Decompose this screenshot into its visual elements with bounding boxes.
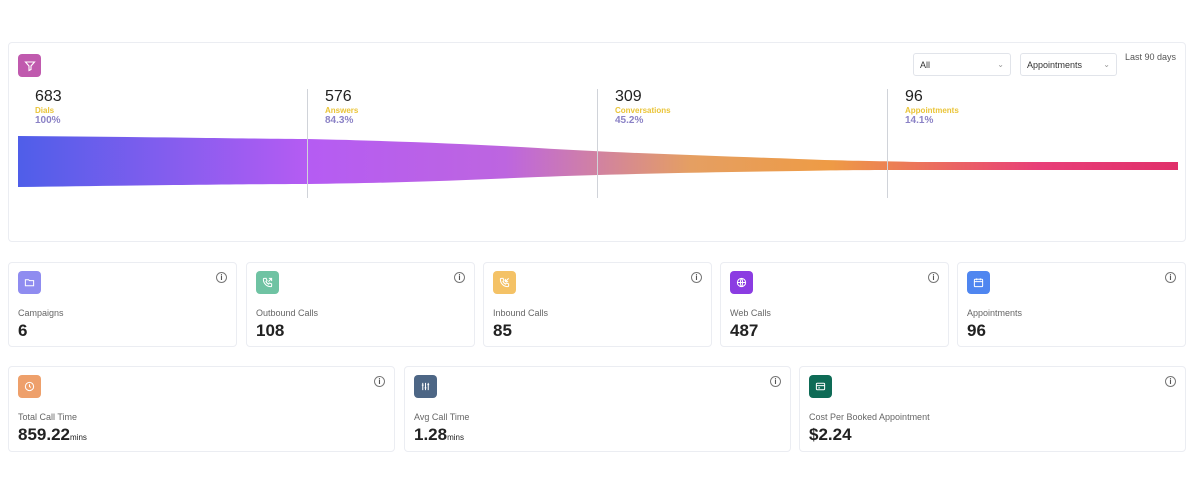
stat-value: 96 <box>967 321 986 340</box>
stage-value: 96 <box>905 88 923 105</box>
metric-title: Total Call Time <box>18 412 78 422</box>
metric-value: 859.22mins <box>18 425 87 445</box>
metric-title: Avg Call Time <box>414 412 470 422</box>
metric-card-avg-call-time: i Avg Call Time 1.28mins <box>404 366 791 452</box>
scope-select[interactable]: All ⌄ <box>913 53 1011 76</box>
stage-value: 576 <box>325 88 352 105</box>
metric-value: $2.24 <box>809 425 852 445</box>
funnel-card: All ⌄ Appointments ⌄ Last 90 days 683 Di… <box>8 42 1186 242</box>
info-icon[interactable]: i <box>1165 272 1176 283</box>
funnel-stage-conversations: 309 Conversations 45.2% <box>615 88 671 127</box>
info-icon[interactable]: i <box>216 272 227 283</box>
stage-percent: 14.1% <box>905 115 934 126</box>
stat-title: Web Calls <box>730 308 771 318</box>
folder-icon <box>18 271 41 294</box>
funnel-stage-dials: 683 Dials 100% <box>35 88 62 127</box>
stat-value: 6 <box>18 321 28 340</box>
stat-title: Appointments <box>967 308 1023 318</box>
stage-label: Answers <box>325 106 359 115</box>
funnel-flow-shape <box>18 136 1178 187</box>
credit-card-icon <box>809 375 832 398</box>
info-icon[interactable]: i <box>1165 376 1176 387</box>
metric-card-cost-per-appointment: i Cost Per Booked Appointment $2.24 <box>799 366 1186 452</box>
filter-icon[interactable] <box>18 54 41 77</box>
stage-divider <box>887 89 888 198</box>
metric-number: 1.28 <box>414 425 448 444</box>
funnel-flow-band <box>18 136 1178 187</box>
stage-percent: 45.2% <box>615 115 644 126</box>
chevron-down-icon: ⌄ <box>997 60 1004 69</box>
stage-percent: 84.3% <box>325 115 354 126</box>
stat-value: 487 <box>730 321 759 340</box>
target-select[interactable]: Appointments ⌄ <box>1020 53 1117 76</box>
info-icon[interactable]: i <box>928 272 939 283</box>
stage-percent: 100% <box>35 115 61 126</box>
metric-card-total-call-time: i Total Call Time 859.22mins <box>8 366 395 452</box>
clock-icon <box>18 375 41 398</box>
sliders-icon <box>414 375 437 398</box>
stat-card-outbound-calls: i Outbound Calls 108 <box>246 262 475 347</box>
phone-incoming-icon <box>493 271 516 294</box>
stat-title: Outbound Calls <box>256 308 319 318</box>
info-icon[interactable]: i <box>454 272 465 283</box>
info-icon[interactable]: i <box>691 272 702 283</box>
stage-divider <box>597 89 598 198</box>
funnel-stage-appointments: 96 Appointments 14.1% <box>905 88 959 127</box>
stat-title: Inbound Calls <box>493 308 549 318</box>
metric-title: Cost Per Booked Appointment <box>809 412 930 422</box>
stat-value: 108 <box>256 321 285 340</box>
info-icon[interactable]: i <box>770 376 781 387</box>
stat-card-appointments: i Appointments 96 <box>957 262 1186 347</box>
chevron-down-icon: ⌄ <box>1103 60 1110 69</box>
info-icon[interactable]: i <box>374 376 385 387</box>
stage-divider <box>307 89 308 198</box>
stage-value: 683 <box>35 88 62 105</box>
calendar-icon <box>967 271 990 294</box>
metric-unit: mins <box>447 433 464 442</box>
globe-icon <box>730 271 753 294</box>
stage-label: Dials <box>35 106 55 115</box>
stat-value: 85 <box>493 321 512 340</box>
metric-number: $2.24 <box>809 425 852 444</box>
stat-card-web-calls: i Web Calls 487 <box>720 262 949 347</box>
stage-value: 309 <box>615 88 642 105</box>
stage-label: Conversations <box>615 106 671 115</box>
metric-value: 1.28mins <box>414 425 464 445</box>
date-range-label: Last 90 days <box>1125 52 1177 62</box>
target-select-value: Appointments <box>1027 59 1083 70</box>
funnel-stage-answers: 576 Answers 84.3% <box>325 88 358 127</box>
stat-title: Campaigns <box>18 308 64 318</box>
metric-number: 859.22 <box>18 425 70 444</box>
metric-unit: mins <box>70 433 87 442</box>
stage-label: Appointments <box>905 106 959 115</box>
scope-select-value: All <box>920 59 931 70</box>
stat-card-inbound-calls: i Inbound Calls 85 <box>483 262 712 347</box>
stat-card-campaigns: i Campaigns 6 <box>8 262 237 347</box>
phone-outgoing-icon <box>256 271 279 294</box>
